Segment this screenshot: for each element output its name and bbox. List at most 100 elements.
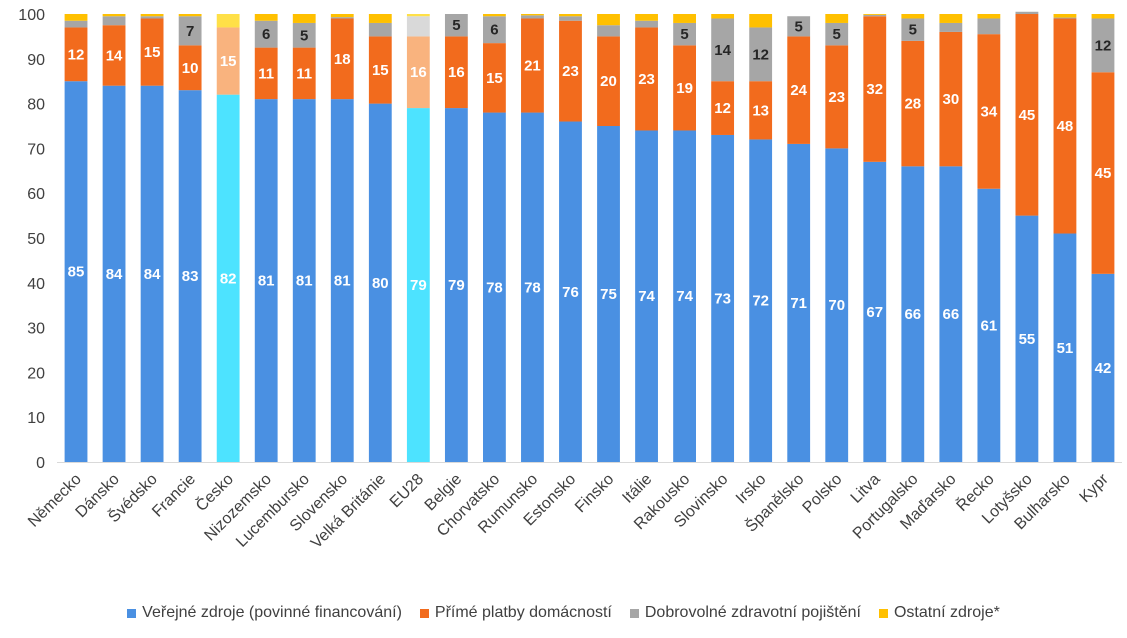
bar-segment xyxy=(559,121,582,463)
data-label: 5 xyxy=(833,26,841,43)
bar-segment xyxy=(292,14,316,23)
y-tick-label: 30 xyxy=(27,321,45,338)
data-label: 10 xyxy=(182,60,199,77)
bar-segment xyxy=(216,27,240,95)
bar-segment xyxy=(787,143,811,463)
bar-segment xyxy=(483,43,506,113)
bar-segment xyxy=(711,81,735,135)
data-label: 13 xyxy=(752,102,769,119)
bar-segment xyxy=(1091,18,1115,73)
data-label: 74 xyxy=(676,288,693,305)
data-label: 18 xyxy=(334,51,351,68)
data-label: 73 xyxy=(714,290,731,307)
bar-segment xyxy=(939,14,963,23)
bar-segment xyxy=(673,14,696,23)
bar-segment xyxy=(521,112,544,462)
bar-segment xyxy=(749,14,773,28)
legend-item: Dobrovolné zdravotní pojištění xyxy=(629,604,861,622)
data-label: 6 xyxy=(262,26,270,43)
bar-segment xyxy=(673,22,696,46)
data-label: 81 xyxy=(334,273,351,290)
bar-segment xyxy=(64,14,88,21)
y-tick-label: 90 xyxy=(27,52,45,69)
bar-segment xyxy=(901,166,925,462)
data-label: 67 xyxy=(866,304,883,321)
data-label: 30 xyxy=(942,91,959,108)
bar-segment xyxy=(254,20,278,48)
data-label: 7 xyxy=(186,23,194,40)
data-label: 70 xyxy=(828,297,845,314)
data-label: 19 xyxy=(676,80,693,97)
x-category-label: EU28 xyxy=(387,471,427,511)
bar-segment xyxy=(635,130,658,463)
data-label: 11 xyxy=(258,65,274,82)
bar-segment xyxy=(330,14,354,18)
data-label: 81 xyxy=(296,273,313,290)
data-label: 16 xyxy=(410,64,427,81)
data-labels: 8512841484158310782158111681115811880157… xyxy=(68,17,1112,377)
bar-segment xyxy=(825,22,849,46)
bar-segment xyxy=(559,20,582,122)
data-label: 71 xyxy=(790,295,807,312)
bar-segment xyxy=(368,22,392,37)
bar-segment xyxy=(178,14,202,17)
bar-segment xyxy=(64,20,88,28)
bar-segment xyxy=(749,139,773,462)
data-label: 5 xyxy=(795,18,803,35)
data-label: 12 xyxy=(752,46,769,63)
bar-segment xyxy=(939,31,963,167)
legend-swatch xyxy=(419,608,429,618)
data-label: 78 xyxy=(524,279,541,296)
data-label: 32 xyxy=(866,81,883,98)
bar-segment xyxy=(140,18,164,86)
data-label: 16 xyxy=(448,64,465,81)
bar-segment xyxy=(635,27,658,131)
bar-segment xyxy=(140,14,164,17)
legend-item: Ostatní zdroje* xyxy=(878,604,1000,622)
bar-segment xyxy=(178,45,202,91)
bar-segment xyxy=(1015,14,1039,216)
legend-swatch xyxy=(629,608,639,618)
bars xyxy=(64,11,1115,463)
data-label: 14 xyxy=(106,47,123,64)
bar-segment xyxy=(901,40,925,167)
data-label: 15 xyxy=(372,62,389,79)
stacked-bar-chart: 0 10 20 30 40 50 60 70 80 90 100 85 12 84 14 84 15 83 10 7… xyxy=(18,7,1122,552)
data-label: 23 xyxy=(828,89,845,106)
data-label: 66 xyxy=(904,306,921,323)
bar-segment xyxy=(1015,215,1039,462)
data-label: 24 xyxy=(790,82,807,99)
data-label: 85 xyxy=(68,264,85,281)
bar-segment xyxy=(635,14,658,21)
bar-segment xyxy=(254,47,278,100)
data-label: 14 xyxy=(714,42,731,59)
data-label: 6 xyxy=(490,22,498,39)
legend-swatch xyxy=(878,608,888,618)
x-category-label: Kypr xyxy=(1077,470,1113,506)
bar-segment xyxy=(254,99,278,463)
bar-segment xyxy=(863,14,887,17)
legend-swatch xyxy=(127,608,137,618)
bar-segment xyxy=(711,18,735,82)
legend-label: Dobrovolné zdravotní pojištění xyxy=(644,604,861,621)
x-category-label: Finsko xyxy=(572,471,617,516)
bar-segment xyxy=(863,161,887,462)
bar-segment xyxy=(444,14,468,37)
data-label: 74 xyxy=(638,288,655,305)
bar-segment xyxy=(368,14,392,23)
data-label: 72 xyxy=(752,293,769,310)
y-tick-label: 40 xyxy=(27,276,45,293)
bar-segment xyxy=(216,14,240,28)
bar-segment xyxy=(787,16,811,37)
bar-segment xyxy=(939,166,963,462)
bar-segment xyxy=(597,25,620,37)
bar-segment xyxy=(521,14,544,16)
data-label: 76 xyxy=(562,284,579,301)
bar-segment xyxy=(178,90,202,462)
bar-segment xyxy=(368,103,392,462)
bar-segment xyxy=(635,20,658,28)
data-label: 21 xyxy=(524,58,541,75)
data-label: 66 xyxy=(942,306,959,323)
bar-segment xyxy=(140,85,164,463)
y-tick-label: 0 xyxy=(36,455,45,472)
